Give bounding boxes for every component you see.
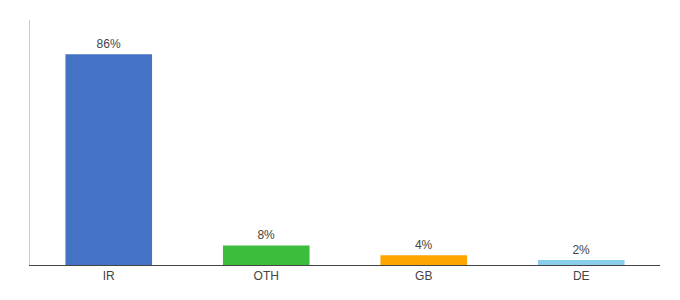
- svg-text:DE: DE: [573, 269, 590, 283]
- svg-text:OTH: OTH: [254, 269, 279, 283]
- svg-text:IR: IR: [103, 269, 115, 283]
- svg-text:GB: GB: [415, 269, 432, 283]
- svg-text:8%: 8%: [257, 228, 275, 242]
- svg-text:4%: 4%: [415, 238, 433, 252]
- svg-text:2%: 2%: [572, 243, 590, 257]
- svg-text:86%: 86%: [97, 37, 121, 51]
